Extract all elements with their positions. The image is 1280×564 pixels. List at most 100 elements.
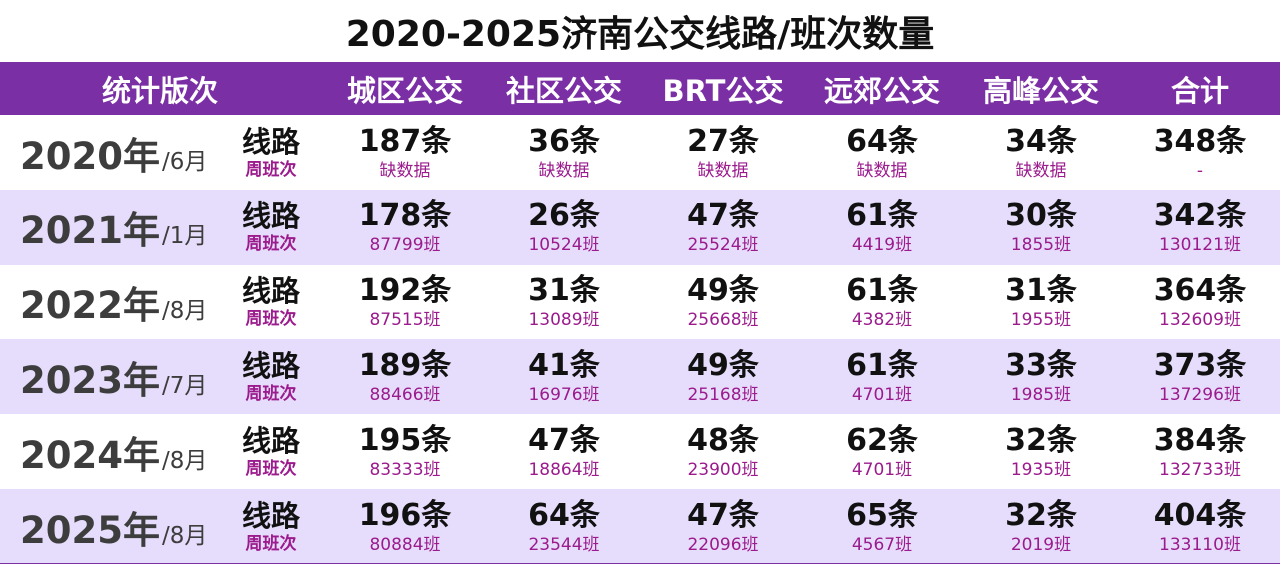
row-year: 2024年 bbox=[20, 433, 160, 477]
cell-total: 342条 130121班 bbox=[1120, 190, 1280, 265]
cell-trips-value: 25668班 bbox=[687, 310, 759, 331]
cell-total: 384条 132733班 bbox=[1120, 414, 1280, 489]
header-community: 社区公交 bbox=[505, 73, 622, 108]
cell-routes-value: 342条 bbox=[1153, 198, 1247, 234]
cell-trips-value: 4567班 bbox=[851, 534, 913, 555]
cell-trips-value: 87515班 bbox=[369, 310, 441, 331]
cell-routes-value: 27条 bbox=[687, 123, 759, 159]
cell-routes-value: 384条 bbox=[1153, 422, 1247, 458]
table-row: 2024年/8月 线路 周班次 195条 83333班 47条 18864班 48条 23900… bbox=[0, 414, 1280, 490]
header-total: 合计 bbox=[1170, 73, 1229, 108]
cell-peak: 31条 1955班 bbox=[961, 265, 1121, 340]
cell-trips-value: 25524班 bbox=[687, 235, 759, 256]
cell-total: 364条 132609班 bbox=[1120, 265, 1280, 340]
cell-routes-value: 41条 bbox=[528, 347, 600, 383]
table-row: 2025年/8月 线路 周班次 196条 80884班 64条 23544班 47条 22096… bbox=[0, 489, 1280, 564]
cell-trips-value: 137296班 bbox=[1159, 384, 1241, 405]
cell-urban: 192条 87515班 bbox=[325, 265, 485, 340]
table-row: 2021年/1月 线路 周班次 178条 87799班 26条 10524班 47条 25524… bbox=[0, 189, 1280, 265]
cell-routes-value: 30条 bbox=[1005, 198, 1077, 234]
cell-urban: 196条 80884班 bbox=[325, 489, 485, 564]
row-label-routes: 线路 bbox=[241, 274, 300, 309]
cell-trips-value: 缺数据 bbox=[1015, 160, 1067, 181]
cell-community: 47条 18864班 bbox=[484, 414, 644, 489]
table-row: 2022年/8月 线路 周班次 192条 87515班 31条 13089班 49条 25668… bbox=[0, 264, 1280, 340]
cell-brt: 47条 25524班 bbox=[643, 190, 803, 265]
row-year: 2021年 bbox=[20, 209, 160, 253]
cell-routes-value: 31条 bbox=[528, 273, 600, 309]
row-edition: 2023年/7月 bbox=[20, 339, 207, 414]
cell-peak: 34条 缺数据 bbox=[961, 115, 1121, 190]
cell-routes-value: 34条 bbox=[1005, 123, 1077, 159]
cell-trips-value: 1985班 bbox=[1010, 384, 1072, 405]
row-year: 2025年 bbox=[20, 508, 160, 552]
cell-routes-value: 196条 bbox=[358, 497, 452, 533]
cell-brt: 47条 22096班 bbox=[643, 489, 803, 564]
row-label-routes: 线路 bbox=[241, 498, 300, 533]
row-label: 线路 周班次 bbox=[228, 489, 314, 564]
header-brt: BRT公交 bbox=[662, 73, 784, 108]
cell-routes-value: 61条 bbox=[846, 198, 918, 234]
cell-trips-value: 缺数据 bbox=[538, 160, 590, 181]
cell-routes-value: 187条 bbox=[358, 123, 452, 159]
row-year: 2020年 bbox=[20, 134, 160, 178]
row-month: /8月 bbox=[161, 522, 208, 549]
row-label-weekly-trips: 周班次 bbox=[245, 533, 297, 554]
cell-trips-value: 22096班 bbox=[687, 534, 759, 555]
header-edition: 统计版次 bbox=[101, 73, 218, 108]
cell-routes-value: 36条 bbox=[528, 123, 600, 159]
cell-trips-value: 133110班 bbox=[1159, 534, 1241, 555]
cell-trips-value: 130121班 bbox=[1159, 235, 1241, 256]
cell-peak: 32条 2019班 bbox=[961, 489, 1121, 564]
cell-brt: 48条 23900班 bbox=[643, 414, 803, 489]
cell-total: 404条 133110班 bbox=[1120, 489, 1280, 564]
cell-total: 373条 137296班 bbox=[1120, 339, 1280, 414]
cell-total: 348条 - bbox=[1120, 115, 1280, 190]
cell-peak: 30条 1855班 bbox=[961, 190, 1121, 265]
page-title: 2020-2025济南公交线路/班次数量 bbox=[345, 14, 935, 55]
cell-suburban: 61条 4701班 bbox=[802, 339, 962, 414]
cell-trips-value: 132733班 bbox=[1159, 459, 1241, 480]
cell-suburban: 65条 4567班 bbox=[802, 489, 962, 564]
row-year: 2022年 bbox=[20, 284, 160, 328]
cell-trips-value: 1955班 bbox=[1010, 310, 1072, 331]
table-row: 2020年/6月 线路 周班次 187条 缺数据 36条 缺数据 27条 缺数据 64条 缺数据 34… bbox=[0, 115, 1280, 190]
cell-community: 41条 16976班 bbox=[484, 339, 644, 414]
cell-trips-value: 88466班 bbox=[369, 384, 441, 405]
row-label: 线路 周班次 bbox=[228, 265, 314, 340]
cell-urban: 189条 88466班 bbox=[325, 339, 485, 414]
row-month: /6月 bbox=[161, 148, 208, 175]
cell-trips-value: 1855班 bbox=[1010, 235, 1072, 256]
cell-routes-value: 189条 bbox=[358, 347, 452, 383]
row-label: 线路 周班次 bbox=[228, 190, 314, 265]
cell-routes-value: 47条 bbox=[687, 497, 759, 533]
table-row: 2023年/7月 线路 周班次 189条 88466班 41条 16976班 49条 25168… bbox=[0, 339, 1280, 415]
cell-routes-value: 62条 bbox=[846, 422, 918, 458]
cell-routes-value: 192条 bbox=[358, 273, 452, 309]
cell-suburban: 62条 4701班 bbox=[802, 414, 962, 489]
cell-urban: 187条 缺数据 bbox=[325, 115, 485, 190]
cell-routes-value: 32条 bbox=[1005, 497, 1077, 533]
row-edition: 2021年/1月 bbox=[20, 190, 207, 265]
row-month: /1月 bbox=[161, 223, 208, 250]
cell-routes-value: 48条 bbox=[687, 422, 759, 458]
cell-routes-value: 47条 bbox=[687, 198, 759, 234]
cell-trips-value: 2019班 bbox=[1010, 534, 1072, 555]
cell-community: 26条 10524班 bbox=[484, 190, 644, 265]
row-label-weekly-trips: 周班次 bbox=[245, 383, 297, 404]
cell-suburban: 64条 缺数据 bbox=[802, 115, 962, 190]
cell-trips-value: 16976班 bbox=[528, 384, 600, 405]
cell-routes-value: 195条 bbox=[358, 422, 452, 458]
row-year: 2023年 bbox=[20, 358, 160, 402]
cell-routes-value: 364条 bbox=[1153, 273, 1247, 309]
cell-trips-value: 4382班 bbox=[851, 310, 913, 331]
cell-routes-value: 404条 bbox=[1153, 497, 1247, 533]
cell-routes-value: 32条 bbox=[1005, 422, 1077, 458]
cell-brt: 27条 缺数据 bbox=[643, 115, 803, 190]
cell-routes-value: 373条 bbox=[1153, 347, 1247, 383]
row-label-routes: 线路 bbox=[241, 199, 300, 234]
cell-urban: 195条 83333班 bbox=[325, 414, 485, 489]
cell-trips-value: 13089班 bbox=[528, 310, 600, 331]
cell-routes-value: 49条 bbox=[687, 347, 759, 383]
cell-trips-value: 80884班 bbox=[369, 534, 441, 555]
